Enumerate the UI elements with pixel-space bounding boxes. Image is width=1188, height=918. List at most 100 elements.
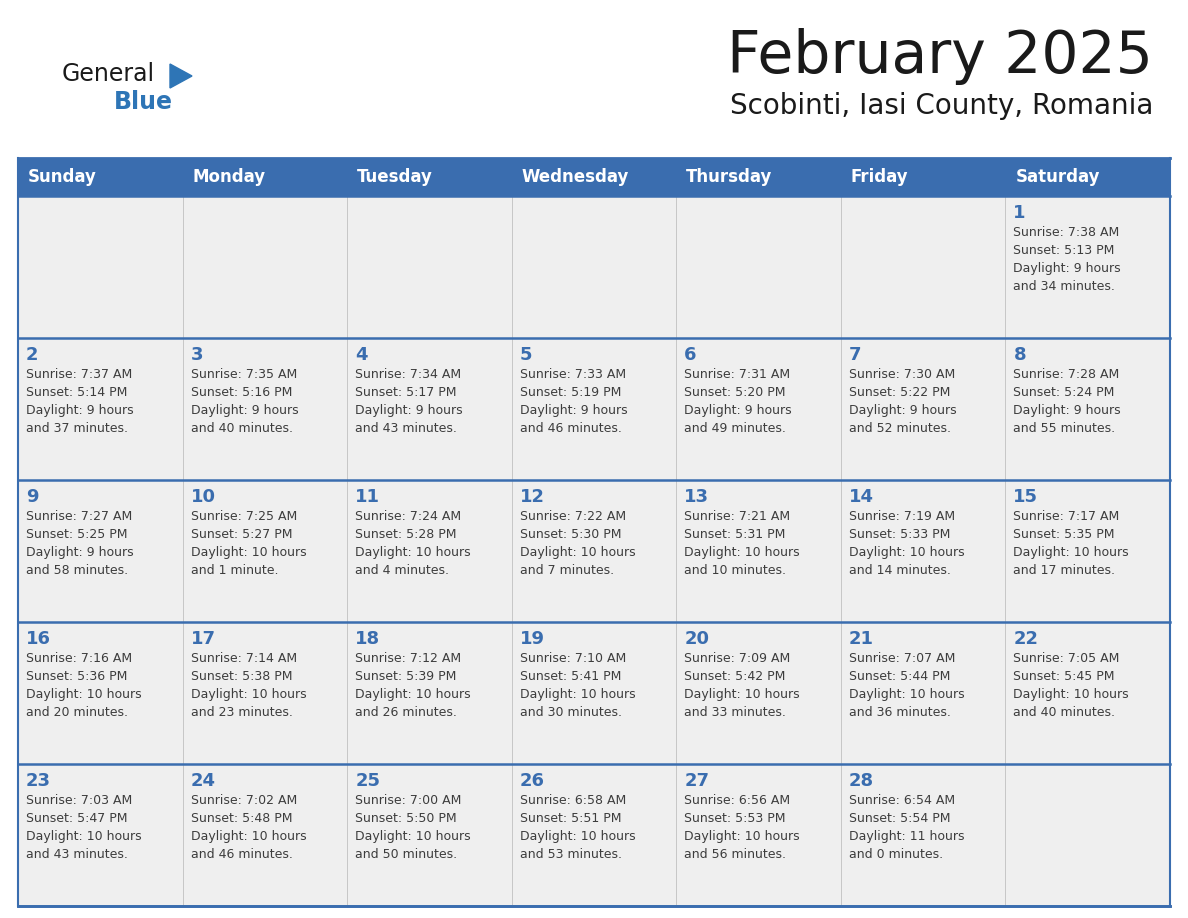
- Bar: [347, 196, 512, 338]
- Bar: [347, 338, 512, 480]
- Text: Sunrise: 7:25 AM
Sunset: 5:27 PM
Daylight: 10 hours
and 1 minute.: Sunrise: 7:25 AM Sunset: 5:27 PM Dayligh…: [190, 510, 307, 577]
- Bar: [1005, 338, 1170, 480]
- Text: 14: 14: [849, 488, 874, 506]
- Text: Sunrise: 6:58 AM
Sunset: 5:51 PM
Daylight: 10 hours
and 53 minutes.: Sunrise: 6:58 AM Sunset: 5:51 PM Dayligh…: [519, 794, 636, 861]
- Text: Sunrise: 7:37 AM
Sunset: 5:14 PM
Daylight: 9 hours
and 37 minutes.: Sunrise: 7:37 AM Sunset: 5:14 PM Dayligh…: [26, 368, 133, 435]
- Bar: [512, 196, 676, 338]
- Text: Sunday: Sunday: [29, 168, 97, 186]
- Text: 17: 17: [190, 630, 215, 648]
- Text: February 2025: February 2025: [727, 28, 1154, 85]
- Text: Sunrise: 7:07 AM
Sunset: 5:44 PM
Daylight: 10 hours
and 36 minutes.: Sunrise: 7:07 AM Sunset: 5:44 PM Dayligh…: [849, 652, 965, 719]
- Text: Scobinti, Iasi County, Romania: Scobinti, Iasi County, Romania: [729, 92, 1154, 120]
- Bar: [676, 622, 841, 764]
- Bar: [1005, 480, 1170, 622]
- Bar: [347, 622, 512, 764]
- Text: Sunrise: 7:28 AM
Sunset: 5:24 PM
Daylight: 9 hours
and 55 minutes.: Sunrise: 7:28 AM Sunset: 5:24 PM Dayligh…: [1013, 368, 1121, 435]
- Bar: [512, 480, 676, 622]
- Text: 27: 27: [684, 772, 709, 790]
- Text: 11: 11: [355, 488, 380, 506]
- Text: Sunrise: 7:30 AM
Sunset: 5:22 PM
Daylight: 9 hours
and 52 minutes.: Sunrise: 7:30 AM Sunset: 5:22 PM Dayligh…: [849, 368, 956, 435]
- Text: 16: 16: [26, 630, 51, 648]
- Text: 19: 19: [519, 630, 545, 648]
- Text: 22: 22: [1013, 630, 1038, 648]
- Text: Sunrise: 7:21 AM
Sunset: 5:31 PM
Daylight: 10 hours
and 10 minutes.: Sunrise: 7:21 AM Sunset: 5:31 PM Dayligh…: [684, 510, 800, 577]
- Bar: [183, 764, 347, 906]
- Text: 8: 8: [1013, 346, 1026, 364]
- Bar: [1005, 622, 1170, 764]
- Text: 1: 1: [1013, 204, 1026, 222]
- Text: 20: 20: [684, 630, 709, 648]
- Bar: [18, 764, 183, 906]
- Bar: [676, 338, 841, 480]
- Bar: [183, 480, 347, 622]
- Text: Sunrise: 6:54 AM
Sunset: 5:54 PM
Daylight: 11 hours
and 0 minutes.: Sunrise: 6:54 AM Sunset: 5:54 PM Dayligh…: [849, 794, 965, 861]
- Text: 18: 18: [355, 630, 380, 648]
- Bar: [183, 622, 347, 764]
- Text: Sunrise: 7:03 AM
Sunset: 5:47 PM
Daylight: 10 hours
and 43 minutes.: Sunrise: 7:03 AM Sunset: 5:47 PM Dayligh…: [26, 794, 141, 861]
- Text: Sunrise: 6:56 AM
Sunset: 5:53 PM
Daylight: 10 hours
and 56 minutes.: Sunrise: 6:56 AM Sunset: 5:53 PM Dayligh…: [684, 794, 800, 861]
- Text: Sunrise: 7:19 AM
Sunset: 5:33 PM
Daylight: 10 hours
and 14 minutes.: Sunrise: 7:19 AM Sunset: 5:33 PM Dayligh…: [849, 510, 965, 577]
- Bar: [18, 480, 183, 622]
- Text: 28: 28: [849, 772, 874, 790]
- Text: Sunrise: 7:35 AM
Sunset: 5:16 PM
Daylight: 9 hours
and 40 minutes.: Sunrise: 7:35 AM Sunset: 5:16 PM Dayligh…: [190, 368, 298, 435]
- Text: 25: 25: [355, 772, 380, 790]
- Text: Monday: Monday: [192, 168, 266, 186]
- Text: 10: 10: [190, 488, 215, 506]
- Bar: [347, 764, 512, 906]
- Text: 3: 3: [190, 346, 203, 364]
- Bar: [347, 480, 512, 622]
- Text: Sunrise: 7:09 AM
Sunset: 5:42 PM
Daylight: 10 hours
and 33 minutes.: Sunrise: 7:09 AM Sunset: 5:42 PM Dayligh…: [684, 652, 800, 719]
- Bar: [18, 338, 183, 480]
- Bar: [183, 196, 347, 338]
- Bar: [512, 338, 676, 480]
- Bar: [841, 480, 1005, 622]
- Text: Sunrise: 7:22 AM
Sunset: 5:30 PM
Daylight: 10 hours
and 7 minutes.: Sunrise: 7:22 AM Sunset: 5:30 PM Dayligh…: [519, 510, 636, 577]
- Bar: [18, 622, 183, 764]
- Text: Sunrise: 7:17 AM
Sunset: 5:35 PM
Daylight: 10 hours
and 17 minutes.: Sunrise: 7:17 AM Sunset: 5:35 PM Dayligh…: [1013, 510, 1129, 577]
- Text: Sunrise: 7:33 AM
Sunset: 5:19 PM
Daylight: 9 hours
and 46 minutes.: Sunrise: 7:33 AM Sunset: 5:19 PM Dayligh…: [519, 368, 627, 435]
- Text: Sunrise: 7:34 AM
Sunset: 5:17 PM
Daylight: 9 hours
and 43 minutes.: Sunrise: 7:34 AM Sunset: 5:17 PM Dayligh…: [355, 368, 463, 435]
- Text: Sunrise: 7:27 AM
Sunset: 5:25 PM
Daylight: 9 hours
and 58 minutes.: Sunrise: 7:27 AM Sunset: 5:25 PM Dayligh…: [26, 510, 133, 577]
- Text: Thursday: Thursday: [687, 168, 772, 186]
- Text: Sunrise: 7:31 AM
Sunset: 5:20 PM
Daylight: 9 hours
and 49 minutes.: Sunrise: 7:31 AM Sunset: 5:20 PM Dayligh…: [684, 368, 792, 435]
- Text: 13: 13: [684, 488, 709, 506]
- Text: 21: 21: [849, 630, 874, 648]
- Text: 2: 2: [26, 346, 38, 364]
- Bar: [841, 338, 1005, 480]
- Text: 12: 12: [519, 488, 545, 506]
- Text: 26: 26: [519, 772, 545, 790]
- Bar: [18, 196, 183, 338]
- Bar: [841, 622, 1005, 764]
- Text: 4: 4: [355, 346, 367, 364]
- Text: Sunrise: 7:05 AM
Sunset: 5:45 PM
Daylight: 10 hours
and 40 minutes.: Sunrise: 7:05 AM Sunset: 5:45 PM Dayligh…: [1013, 652, 1129, 719]
- Bar: [18, 158, 1170, 196]
- Text: Sunrise: 7:38 AM
Sunset: 5:13 PM
Daylight: 9 hours
and 34 minutes.: Sunrise: 7:38 AM Sunset: 5:13 PM Dayligh…: [1013, 226, 1121, 293]
- Text: 23: 23: [26, 772, 51, 790]
- Text: Sunrise: 7:24 AM
Sunset: 5:28 PM
Daylight: 10 hours
and 4 minutes.: Sunrise: 7:24 AM Sunset: 5:28 PM Dayligh…: [355, 510, 470, 577]
- Text: General: General: [62, 62, 156, 86]
- Text: 24: 24: [190, 772, 215, 790]
- Text: Sunrise: 7:10 AM
Sunset: 5:41 PM
Daylight: 10 hours
and 30 minutes.: Sunrise: 7:10 AM Sunset: 5:41 PM Dayligh…: [519, 652, 636, 719]
- Text: 9: 9: [26, 488, 38, 506]
- Text: 5: 5: [519, 346, 532, 364]
- Bar: [1005, 764, 1170, 906]
- Text: Sunrise: 7:16 AM
Sunset: 5:36 PM
Daylight: 10 hours
and 20 minutes.: Sunrise: 7:16 AM Sunset: 5:36 PM Dayligh…: [26, 652, 141, 719]
- Bar: [841, 196, 1005, 338]
- Bar: [841, 764, 1005, 906]
- Bar: [512, 764, 676, 906]
- Bar: [183, 338, 347, 480]
- Text: Sunrise: 7:00 AM
Sunset: 5:50 PM
Daylight: 10 hours
and 50 minutes.: Sunrise: 7:00 AM Sunset: 5:50 PM Dayligh…: [355, 794, 470, 861]
- Bar: [676, 196, 841, 338]
- Text: Sunrise: 7:12 AM
Sunset: 5:39 PM
Daylight: 10 hours
and 26 minutes.: Sunrise: 7:12 AM Sunset: 5:39 PM Dayligh…: [355, 652, 470, 719]
- Text: Sunrise: 7:02 AM
Sunset: 5:48 PM
Daylight: 10 hours
and 46 minutes.: Sunrise: 7:02 AM Sunset: 5:48 PM Dayligh…: [190, 794, 307, 861]
- Text: Saturday: Saturday: [1016, 168, 1100, 186]
- Text: Friday: Friday: [851, 168, 909, 186]
- Bar: [676, 480, 841, 622]
- Polygon shape: [170, 64, 192, 88]
- Text: 15: 15: [1013, 488, 1038, 506]
- Bar: [676, 764, 841, 906]
- Text: Tuesday: Tuesday: [358, 168, 432, 186]
- Bar: [1005, 196, 1170, 338]
- Text: 6: 6: [684, 346, 697, 364]
- Bar: [512, 622, 676, 764]
